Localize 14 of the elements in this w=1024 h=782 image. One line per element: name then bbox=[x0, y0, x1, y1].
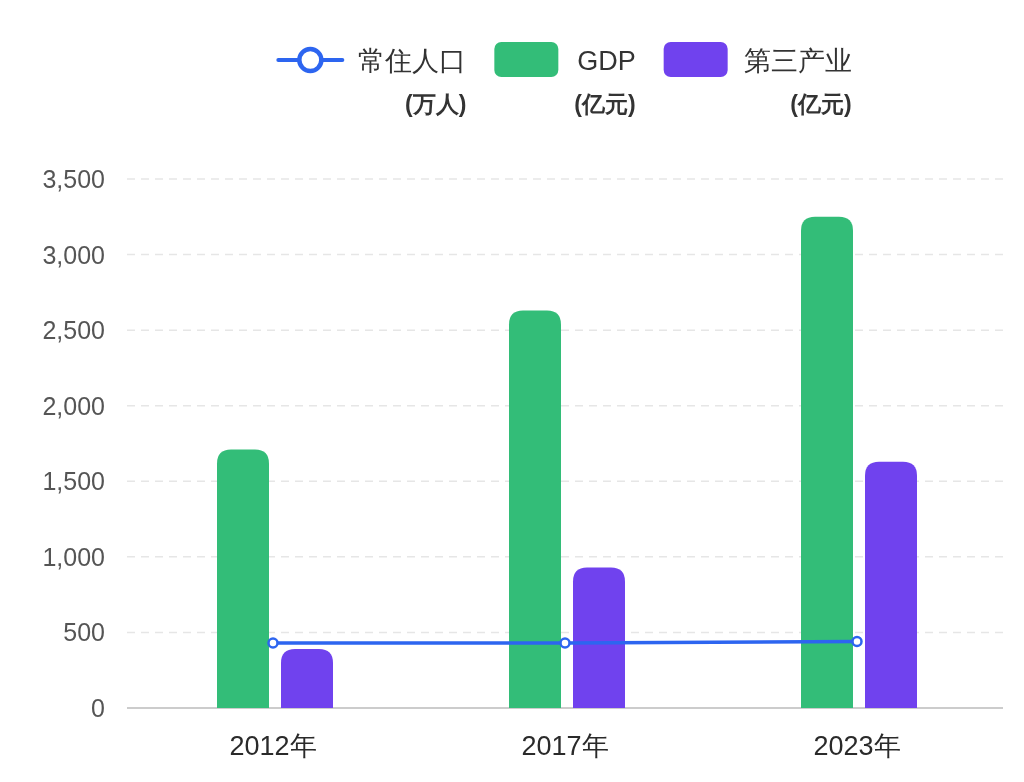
y-tick-label: 3,500 bbox=[42, 165, 105, 193]
x-tick-label: 2017年 bbox=[521, 731, 609, 761]
y-tick-label: 1,000 bbox=[42, 542, 105, 571]
x-tick-label: 2023年 bbox=[813, 731, 901, 761]
y-tick-label: 2,500 bbox=[42, 316, 105, 345]
legend-label: 常住人口 (万人) bbox=[358, 46, 467, 117]
y-tick-label: 3,000 bbox=[42, 240, 105, 269]
legend-label: 第三产业 (亿元) bbox=[743, 46, 852, 117]
y-tick-label: 0 bbox=[91, 694, 105, 722]
legend-label: GDP (亿元) bbox=[574, 46, 636, 117]
y-tick-label: 1,500 bbox=[42, 467, 105, 496]
y-tick-label: 2,000 bbox=[42, 391, 105, 420]
x-tick-label: 2012年 bbox=[229, 731, 317, 761]
y-tick-label: 500 bbox=[63, 618, 105, 647]
